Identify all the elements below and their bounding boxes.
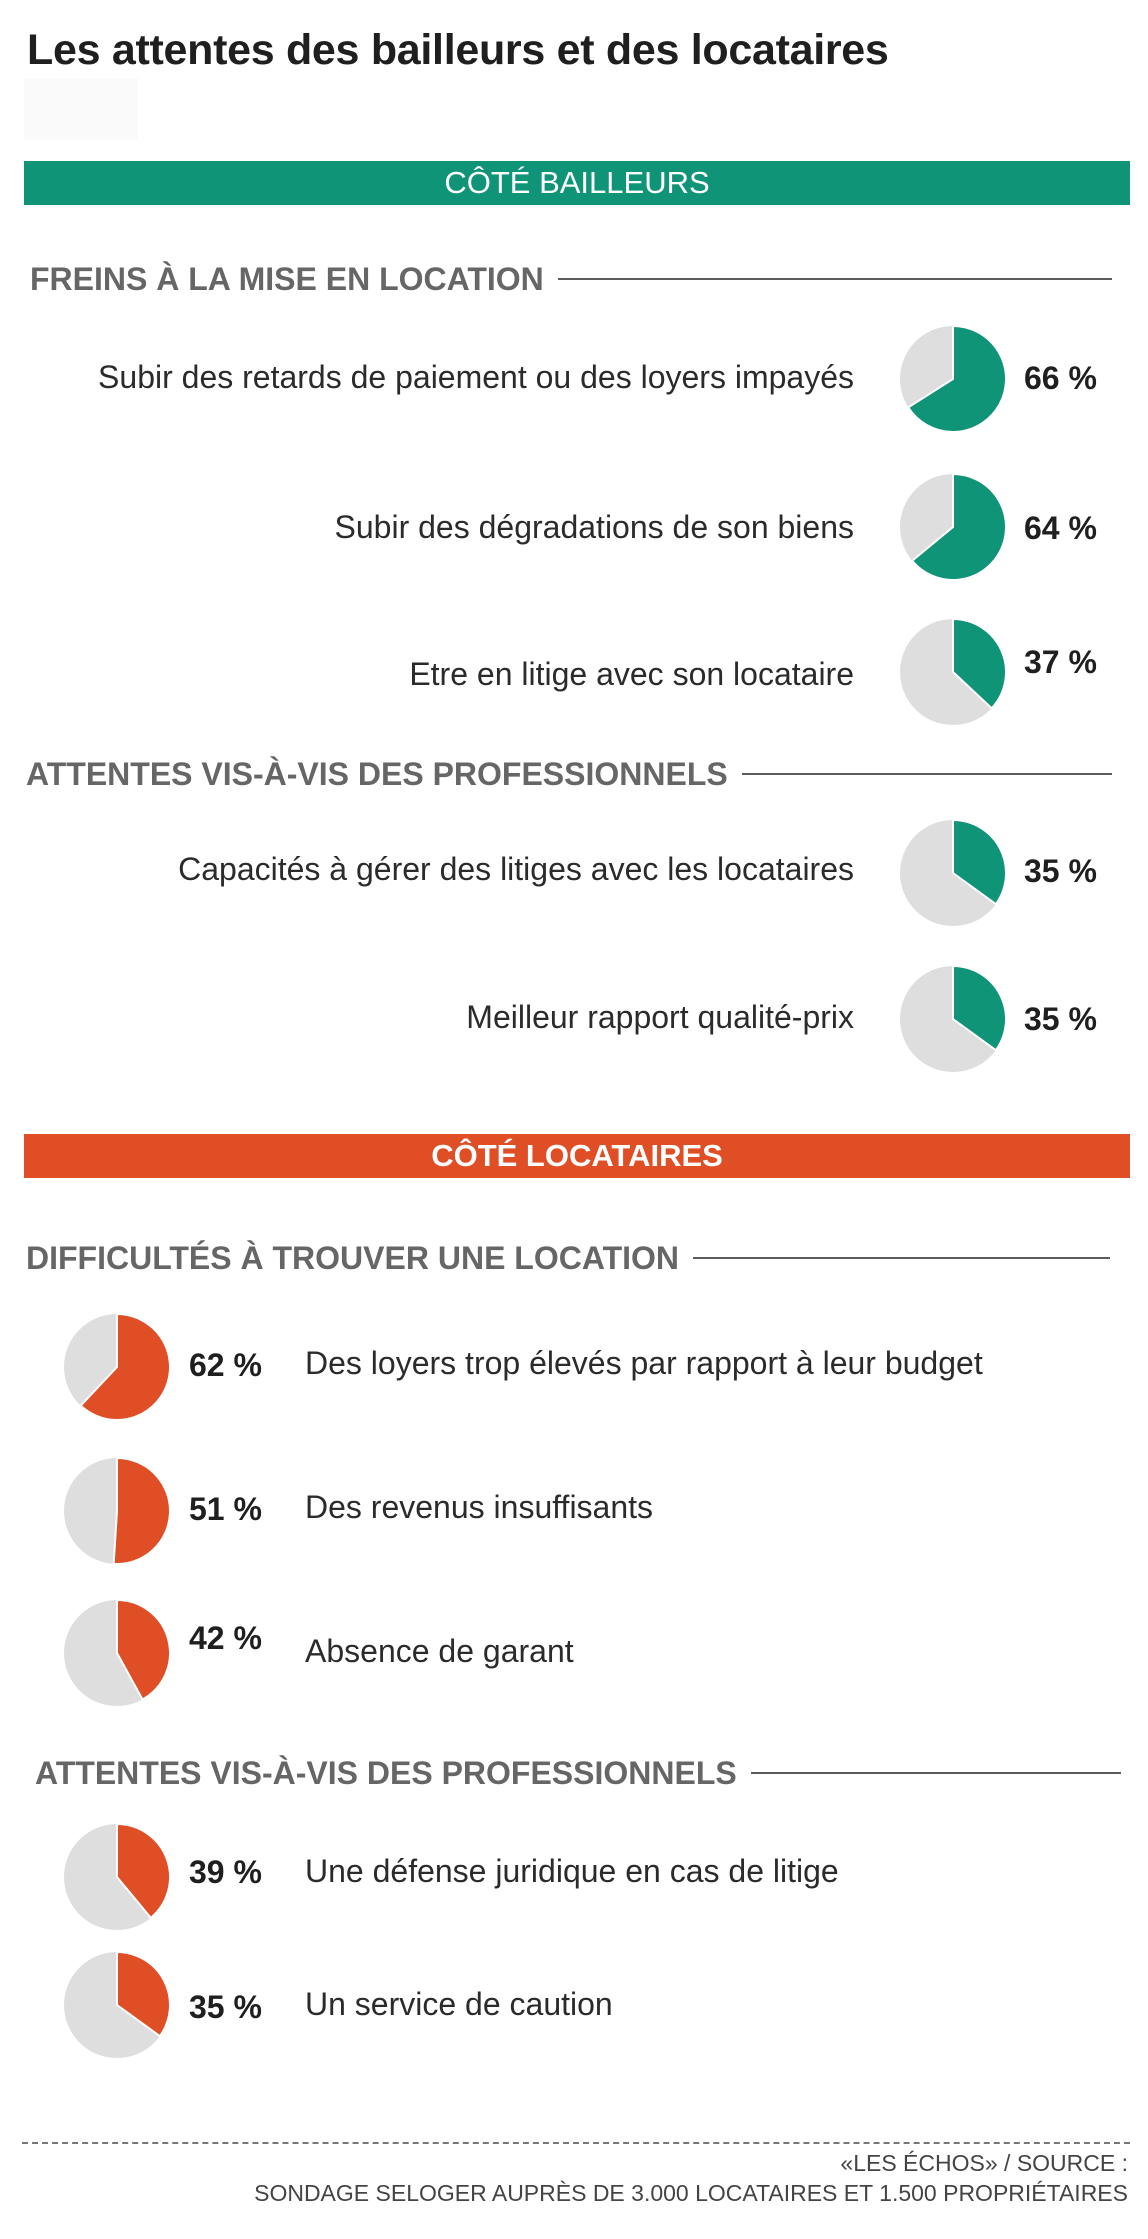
- pie-chart: [64, 1598, 171, 1706]
- pie-chart: [64, 1312, 171, 1421]
- pie-chart: [900, 964, 1007, 1072]
- pie-chart: [900, 472, 1007, 581]
- item-label: Absence de garant: [305, 1633, 574, 1669]
- percent-label: 42 %: [189, 1620, 262, 1656]
- banner-bailleurs: CÔTÉ BAILLEURS: [24, 161, 1130, 205]
- pie-slice: [952, 818, 1007, 906]
- pie-slice: [116, 1598, 171, 1701]
- section-heading-text: FREINS À LA MISE EN LOCATION: [30, 260, 544, 297]
- pie-slice: [116, 1822, 171, 1920]
- item-label: Subir des retards de paiement ou des loy…: [98, 359, 854, 395]
- section-heading-freins: FREINS À LA MISE EN LOCATION: [30, 257, 1112, 301]
- percent-label: 37 %: [1024, 644, 1097, 680]
- section-heading-attentes-locataires: ATTENTES VIS-À-VIS DES PROFESSIONNELS: [35, 1751, 1121, 1795]
- banner-locataires: CÔTÉ LOCATAIRES: [24, 1134, 1130, 1178]
- item-label: Etre en litige avec son locataire: [409, 656, 854, 692]
- page-title: Les attentes des bailleurs et des locata…: [27, 26, 889, 74]
- logo-placeholder: [24, 78, 138, 140]
- item-label: Des revenus insuffisants: [305, 1489, 654, 1525]
- section-heading-attentes-bailleurs: ATTENTES VIS-À-VIS DES PROFESSIONNELS: [26, 752, 1112, 796]
- pie-chart: [64, 1950, 171, 2058]
- section-heading-text: DIFFICULTÉS À TROUVER UNE LOCATION: [26, 1239, 680, 1276]
- pie-slice: [79, 1312, 171, 1421]
- section-heading-text: ATTENTES VIS-À-VIS DES PROFESSIONNELS: [35, 1754, 737, 1791]
- section-heading-difficultes: DIFFICULTÉS À TROUVER UNE LOCATION: [26, 1236, 1110, 1280]
- section-divider: [741, 773, 1112, 775]
- percent-label: 35 %: [1024, 853, 1097, 889]
- footer-survey-line: SONDAGE SELOGER AUPRÈS DE 3.000 LOCATAIR…: [254, 2180, 1128, 2206]
- percent-label: 51 %: [189, 1491, 262, 1527]
- pie-chart: [900, 617, 1007, 725]
- pie-slice: [906, 324, 1007, 433]
- section-divider: [750, 1772, 1121, 1774]
- pie-slice: [910, 472, 1007, 581]
- section-divider: [693, 1257, 1110, 1259]
- pie-chart: [900, 324, 1007, 433]
- section-divider: [557, 278, 1112, 280]
- pie-slice: [112, 1456, 171, 1565]
- pie-slice: [952, 964, 1007, 1052]
- percent-label: 66 %: [1024, 360, 1097, 396]
- pie-chart: [64, 1822, 171, 1930]
- item-label: Meilleur rapport qualité-prix: [466, 999, 854, 1035]
- item-label: Une défense juridique en cas de litige: [305, 1853, 839, 1889]
- percent-label: 39 %: [189, 1854, 262, 1890]
- percent-label: 64 %: [1024, 510, 1097, 546]
- footer-divider: [22, 2142, 1130, 2144]
- percent-label: 35 %: [189, 1989, 262, 2025]
- pie-chart: [900, 818, 1007, 926]
- item-label: Subir des dégradations de son biens: [334, 509, 854, 545]
- section-heading-text: ATTENTES VIS-À-VIS DES PROFESSIONNELS: [26, 755, 728, 792]
- footer-source-line: «LES ÉCHOS» / SOURCE :: [840, 2150, 1128, 2176]
- item-label: Un service de caution: [305, 1986, 613, 2022]
- item-label: Des loyers trop élevés par rapport à leu…: [305, 1345, 983, 1381]
- pie-chart: [64, 1456, 171, 1565]
- pie-slice: [952, 617, 1007, 710]
- percent-label: 35 %: [1024, 1001, 1097, 1037]
- pie-slice: [116, 1950, 171, 2038]
- percent-label: 62 %: [189, 1347, 262, 1383]
- item-label: Capacités à gérer des litiges avec les l…: [178, 851, 854, 887]
